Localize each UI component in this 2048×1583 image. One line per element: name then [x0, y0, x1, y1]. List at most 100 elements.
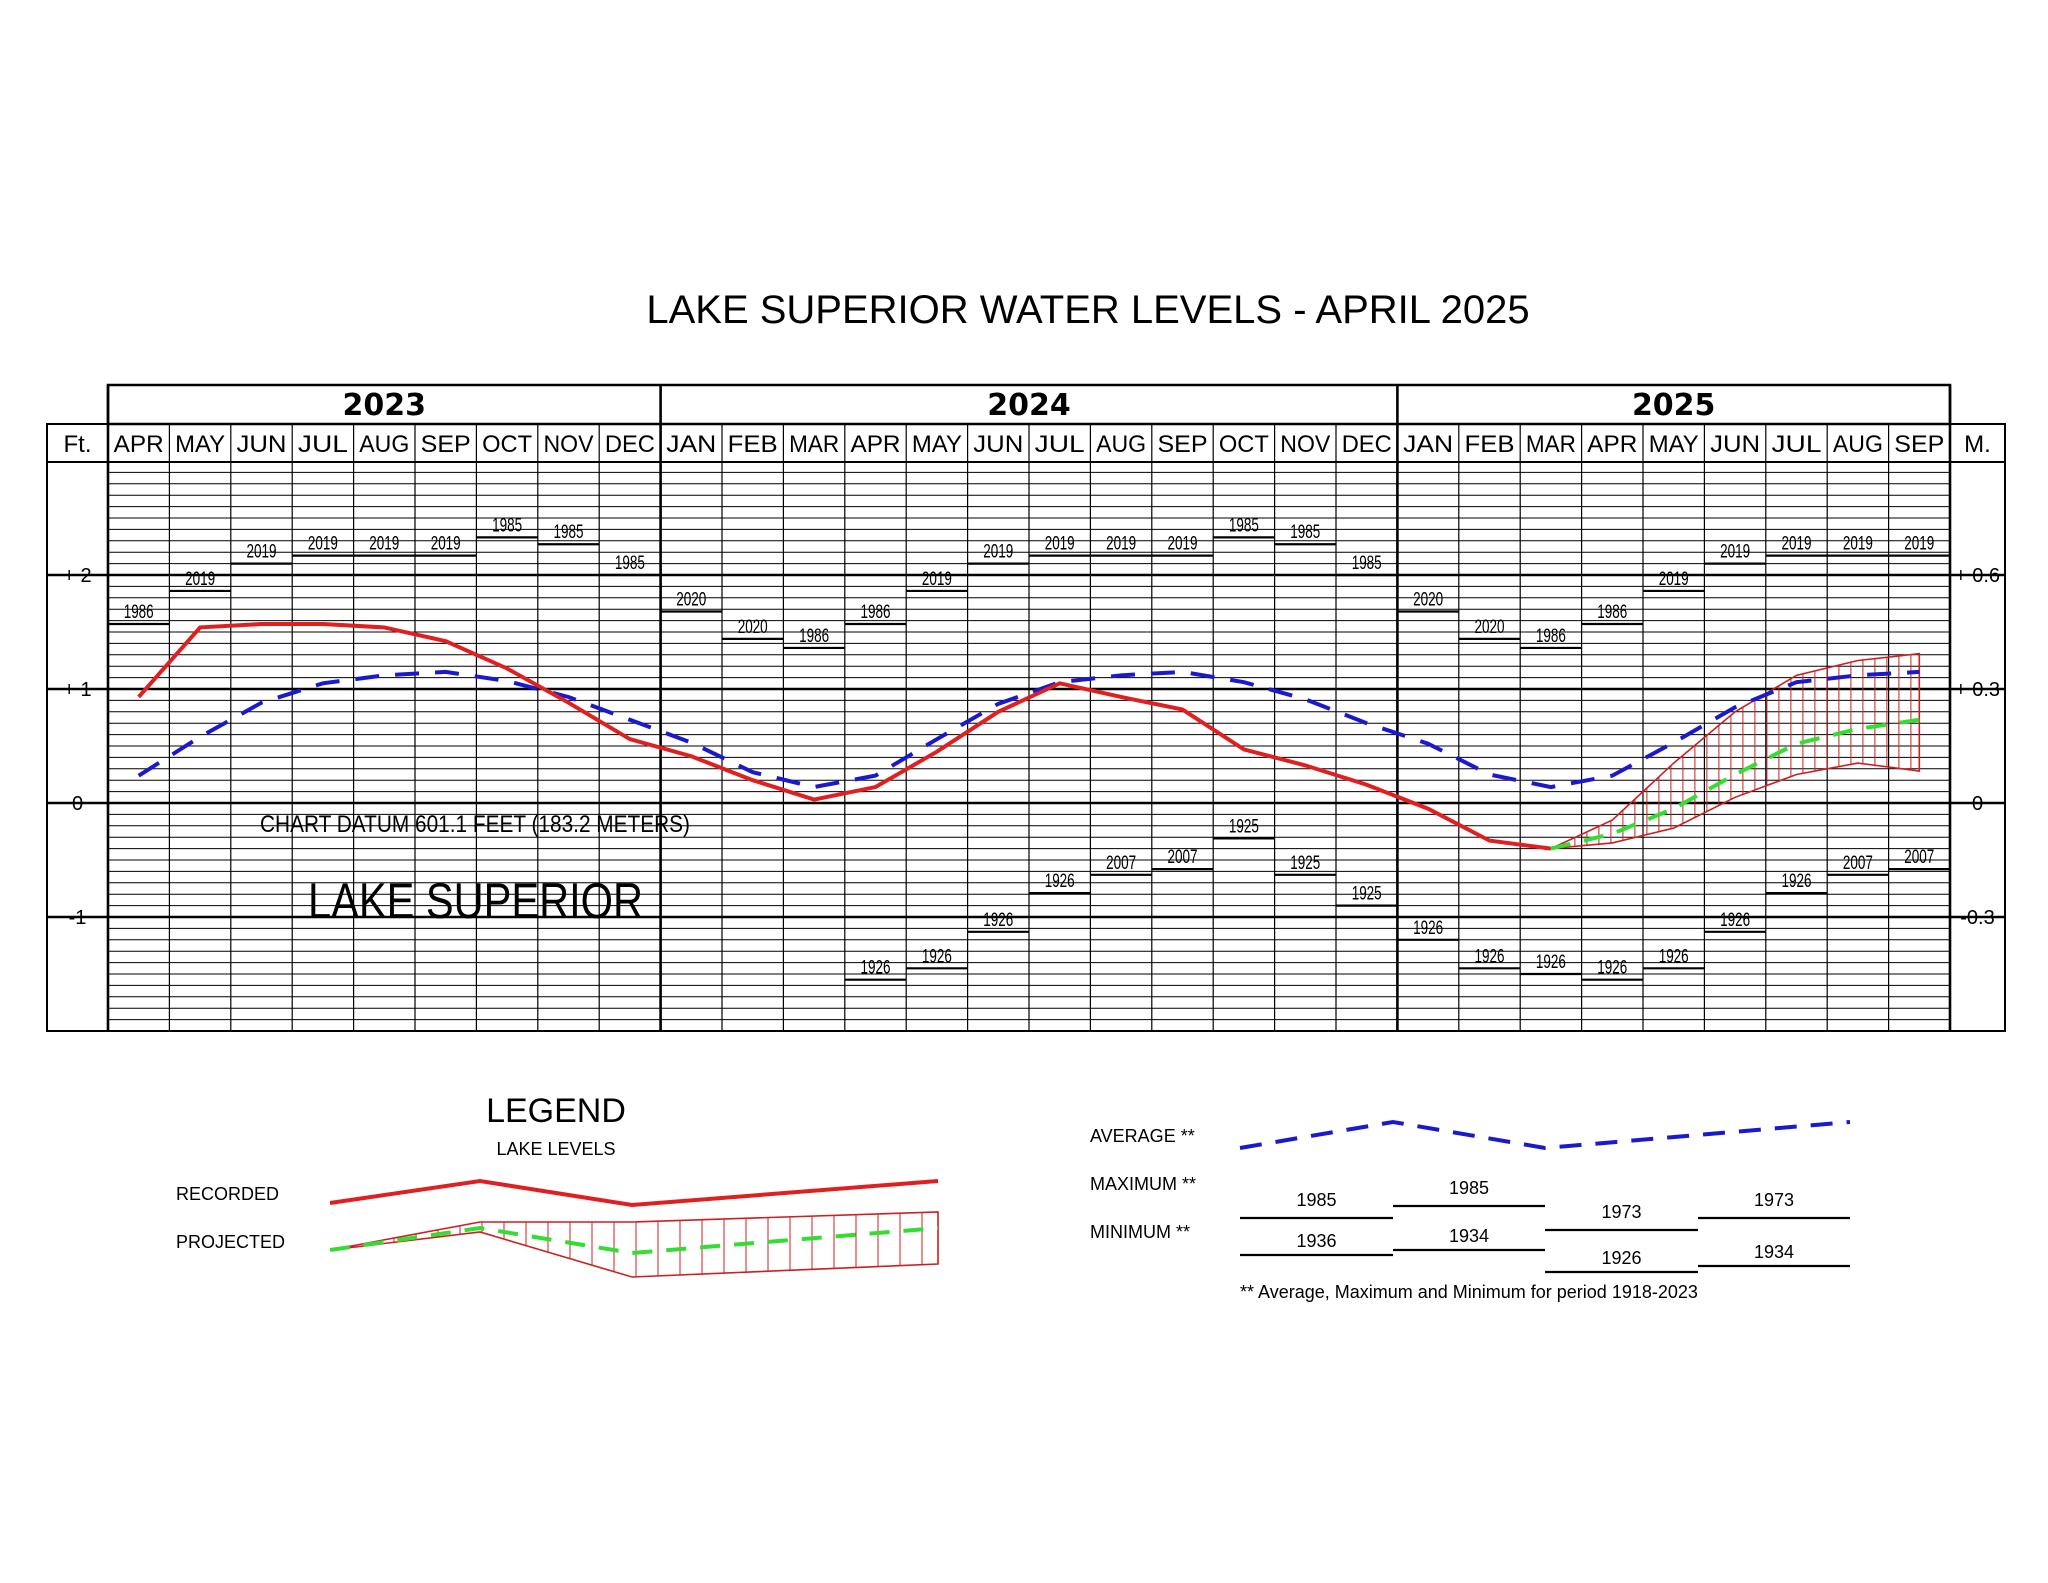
legend-min-year: 1934	[1449, 1226, 1489, 1246]
legend-min-year: 1934	[1754, 1242, 1794, 1262]
legend-average-label: AVERAGE **	[1090, 1126, 1195, 1146]
min-record-year: 1926	[922, 946, 952, 967]
month-label: JUN	[1710, 431, 1760, 458]
min-record-year: 1926	[1782, 871, 1812, 892]
legend-max-min-samples: 1985 1936 1985 1934 1973 1926 1973 1934	[1240, 1178, 1850, 1274]
month-label: DEC	[1342, 431, 1392, 458]
max-record-year: 2019	[1843, 534, 1873, 555]
recorded-series-line	[137, 622, 1552, 851]
min-record-year: 1925	[1290, 853, 1320, 874]
record-marks: 1986 2019 2019 2019 2019 2019 1985 1985 1985 2020…	[108, 515, 1950, 981]
legend-subtitle: LAKE LEVELS	[496, 1139, 615, 1159]
legend-projected-sample	[329, 1211, 939, 1278]
month-label: JAN	[666, 431, 716, 458]
month-label: AUG	[1833, 431, 1883, 458]
axis-tick-labels: + 2 + 1 0 -1 + 0.6 + 0.3 0 -0.3	[63, 565, 2000, 929]
legend-minimum-label: MINIMUM **	[1090, 1222, 1190, 1242]
max-record-year: 1986	[861, 602, 891, 623]
max-record-year: 1986	[799, 626, 829, 647]
min-record-year: 1926	[1413, 918, 1443, 939]
legend-max-year: 1985	[1296, 1190, 1336, 1210]
max-record-year: 2019	[922, 569, 952, 590]
max-record-year: 1985	[1229, 515, 1259, 536]
legend: LEGEND LAKE LEVELS RECORDED PROJECTED AV…	[176, 1092, 1851, 1302]
month-label: APR	[1587, 431, 1637, 458]
month-label: MAY	[175, 431, 225, 458]
max-record-year: 2019	[247, 542, 277, 563]
legend-max-year: 1973	[1601, 1202, 1641, 1222]
left-unit-label: Ft.	[64, 431, 92, 458]
month-label: JUL	[1035, 431, 1085, 458]
legend-max-year: 1973	[1754, 1190, 1794, 1210]
month-label: JUN	[237, 431, 287, 458]
month-label: FEB	[1465, 431, 1515, 458]
right-tick-label: 0	[1972, 793, 1983, 815]
min-record-year: 1926	[1659, 946, 1689, 967]
max-record-year: 2019	[1168, 534, 1198, 555]
right-tick-label: + 0.6	[1955, 565, 2000, 587]
legend-maximum-label: MAXIMUM **	[1090, 1174, 1196, 1194]
projected-envelope	[1550, 652, 1921, 850]
chart-frame	[46, 383, 2006, 1032]
max-record-year: 2020	[676, 589, 706, 610]
max-record-year: 1986	[1597, 602, 1627, 623]
plot-frame	[46, 423, 2006, 1032]
month-label: DEC	[605, 431, 655, 458]
min-record-year: 1926	[1475, 946, 1505, 967]
min-record-year: 2007	[1904, 847, 1934, 868]
right-tick-label: -0.3	[1960, 907, 1994, 929]
year-label-2024: 2024	[987, 388, 1071, 423]
max-record-year: 2019	[1720, 542, 1750, 563]
month-label: NOV	[544, 431, 594, 458]
left-tick-label: -1	[69, 907, 87, 929]
month-label: MAY	[1649, 431, 1699, 458]
right-tick-label: + 0.3	[1955, 679, 2000, 701]
lake-name-label: LAKE SUPERIOR	[308, 873, 643, 929]
min-record-year: 1926	[1720, 910, 1750, 931]
max-record-year: 2019	[1106, 534, 1136, 555]
month-header-row: 2023 2024 2025 APR MAY JUN JUL AUG SEP OCT NOV DEC J…	[64, 388, 1991, 458]
month-label: SEP	[421, 431, 471, 458]
min-record-year: 1926	[861, 958, 891, 979]
min-record-year: 1926	[983, 910, 1013, 931]
legend-min-year: 1926	[1601, 1248, 1641, 1268]
max-record-year: 2019	[308, 534, 338, 555]
month-label: OCT	[482, 431, 532, 458]
max-record-year: 2019	[983, 542, 1013, 563]
min-record-year: 1926	[1536, 952, 1566, 973]
min-record-year: 2007	[1168, 847, 1198, 868]
max-record-year: 1985	[554, 522, 584, 543]
legend-min-year: 1936	[1296, 1231, 1336, 1251]
legend-envelope	[329, 1211, 939, 1278]
max-record-year: 2020	[1475, 617, 1505, 638]
max-record-year: 2019	[369, 534, 399, 555]
legend-max-year: 1985	[1449, 1178, 1489, 1198]
max-record-year: 1986	[1536, 626, 1566, 647]
left-tick-label: 0	[72, 793, 83, 815]
average-series-line	[137, 669, 1920, 790]
month-label: APR	[114, 431, 164, 458]
max-record-year: 2019	[1782, 534, 1812, 555]
year-label-2025: 2025	[1632, 388, 1716, 423]
legend-recorded-label: RECORDED	[176, 1184, 279, 1204]
month-label: SEP	[1894, 431, 1944, 458]
month-label: SEP	[1158, 431, 1208, 458]
min-record-year: 1925	[1352, 884, 1382, 905]
month-label: JUN	[973, 431, 1023, 458]
month-label: NOV	[1280, 431, 1330, 458]
legend-title: LEGEND	[486, 1092, 626, 1130]
month-label: AUG	[1096, 431, 1146, 458]
left-tick-label: + 2	[63, 565, 91, 587]
chart-title: LAKE SUPERIOR WATER LEVELS - APRIL 2025	[646, 288, 1529, 332]
legend-projected-label: PROJECTED	[176, 1232, 285, 1252]
legend-projected-line	[329, 1225, 939, 1256]
max-record-year: 2019	[185, 569, 215, 590]
legend-recorded-line	[329, 1178, 939, 1208]
right-unit-label: M.	[1964, 431, 1991, 458]
legend-footnote: ** Average, Maximum and Minimum for peri…	[1240, 1282, 1698, 1302]
max-record-year: 2020	[738, 617, 768, 638]
month-label: OCT	[1219, 431, 1269, 458]
max-record-year: 2020	[1413, 589, 1443, 610]
month-label: JUL	[298, 431, 348, 458]
